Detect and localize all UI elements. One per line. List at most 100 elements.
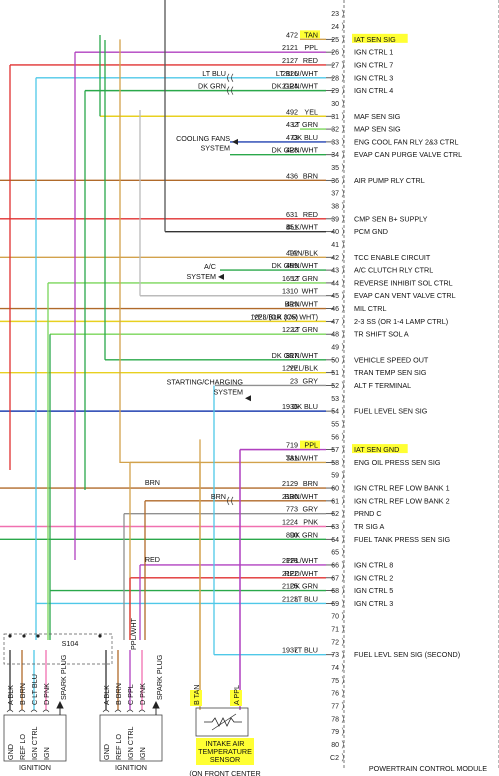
connector-notch xyxy=(341,676,344,685)
wire-color-label: BRN/WHT xyxy=(284,300,318,309)
wire-color-label: LT GRN xyxy=(292,120,318,129)
pin-number: 70 xyxy=(331,614,339,621)
splice-point xyxy=(36,634,40,638)
pin-number: 65 xyxy=(331,550,339,557)
pin-number: 36 xyxy=(331,178,339,185)
pin-number: 46 xyxy=(331,306,339,313)
pin-number: 53 xyxy=(331,396,339,403)
coil-pin-label: C LT BLU xyxy=(30,674,39,705)
wire-color-label: TAN xyxy=(304,30,318,39)
spark-plug-label: SPARK PLUG xyxy=(155,654,164,700)
pin-function-label: ALT F TERMINAL xyxy=(354,381,411,390)
pin-number: 61 xyxy=(331,498,339,505)
circuit-number: 472 xyxy=(286,30,298,39)
pin-function-label: 2-3 SS (OR 1-4 LAMP CTRL) xyxy=(354,317,448,326)
pin-function-label: A/C CLUTCH RLY CTRL xyxy=(354,266,433,275)
cooling-fans-system-label: SYSTEM xyxy=(200,144,230,153)
pin-number: 77 xyxy=(331,703,339,710)
wire-color-label: PPL xyxy=(304,441,318,450)
ignition-coil-title: IGNITION xyxy=(19,763,51,772)
connector-notch xyxy=(341,381,344,390)
connector-notch xyxy=(341,573,344,582)
iat-sensor-name: TEMPERATURE xyxy=(198,747,252,756)
pin-function-label: IGN CTRL 7 xyxy=(354,60,393,69)
connector-notch xyxy=(341,368,344,377)
iat-sensor-name: SENSOR xyxy=(210,755,240,764)
circuit-number: 2130 xyxy=(282,492,298,501)
coil-pin-label: D PNK xyxy=(138,683,147,705)
circuit-number: 428 xyxy=(286,146,298,155)
wire-color-label: YEL xyxy=(304,107,318,116)
connector-notch xyxy=(341,727,344,736)
coil-terminal-label: IGN CTRL xyxy=(126,726,135,760)
wire-color-label: PPL/WHT xyxy=(286,556,319,565)
pin-function-label: ENG COOL FAN RLY 2&3 CTRL xyxy=(354,137,459,146)
pin-number: 79 xyxy=(331,729,339,736)
iat-sensor-name: INTAKE AIR xyxy=(205,739,244,748)
iat-pin-b-label: B TAN xyxy=(192,684,201,705)
red-wire-label: RED xyxy=(145,555,160,564)
connector-notch xyxy=(341,112,344,121)
arrow-icon xyxy=(232,138,238,145)
pin-number: 76 xyxy=(331,691,339,698)
coil-pin-terminal xyxy=(6,709,14,713)
iat-sensor-box xyxy=(195,707,249,737)
connector-notch xyxy=(341,99,344,108)
highlight-layer xyxy=(300,30,408,454)
connector-notch xyxy=(341,471,344,480)
ac-label: A/C xyxy=(204,262,216,271)
pin-function-label: TR SIG A xyxy=(354,522,385,531)
pin-number: 35 xyxy=(331,165,339,172)
pin-function-label: IGN CTRL 8 xyxy=(354,560,393,569)
coil-pin-label: D PNK xyxy=(42,683,51,705)
wire-color-label: LT GRN xyxy=(292,325,318,334)
iat-signal-wire xyxy=(119,38,305,700)
spark-plug-label: SPARK PLUG xyxy=(59,654,68,700)
pin-function-label: FUEL LEVEL SEN SIG xyxy=(354,407,428,416)
pin-function-label: MAF SEN SIG xyxy=(354,112,401,121)
circuit-number: 331 xyxy=(286,453,298,462)
connector-notch xyxy=(341,394,344,403)
connector-notch xyxy=(341,9,344,18)
connector-notch xyxy=(341,47,344,57)
pin-function-label: PCM GND xyxy=(354,227,388,236)
pin-number: 42 xyxy=(331,255,339,262)
splice-point xyxy=(98,634,102,638)
pin-function-label: IGN CTRL 1 xyxy=(354,48,393,57)
splice-point xyxy=(8,634,12,638)
connector-notch xyxy=(341,176,344,185)
circuit-number: 2126 xyxy=(282,69,298,78)
pin-number: 28 xyxy=(331,75,339,82)
pin-function-label: IGN CTRL 2 xyxy=(354,573,393,582)
pin-label-highlight xyxy=(352,33,408,43)
circuit-number: 2123 xyxy=(282,594,298,603)
connector-notch xyxy=(341,317,344,326)
coil-terminal-label: GND xyxy=(102,744,111,760)
connector-notch xyxy=(341,560,344,570)
inline-connector xyxy=(227,86,234,95)
connector-notch xyxy=(341,278,344,288)
pin-label-highlight xyxy=(352,444,408,454)
connector-notch xyxy=(341,458,344,467)
coil-terminal-label: IGN xyxy=(138,747,147,760)
circuit-number: 2122 xyxy=(282,569,298,578)
module-boundary xyxy=(343,0,499,770)
wire-color-label: PPL xyxy=(304,43,318,52)
connector-notch xyxy=(341,701,344,711)
charging-label: STARTING/CHARGING xyxy=(167,377,244,386)
circuit-number: 2125 xyxy=(282,582,298,591)
inline-connector xyxy=(227,73,234,83)
circuit-number: 473 xyxy=(286,133,298,142)
iat-name-highlight xyxy=(196,738,254,765)
arrow-icon xyxy=(218,273,224,280)
circuit-number: 2127 xyxy=(282,56,298,65)
wire-color-label: PNK xyxy=(303,518,318,527)
pin-number: 71 xyxy=(331,627,339,634)
ppl-wht-wire-label: PPL/WHT xyxy=(129,617,138,650)
pin-function-label: IGN CTRL 3 xyxy=(354,73,393,82)
pin-function-label: IAT SEN SIG xyxy=(354,35,396,44)
connector-notch xyxy=(341,509,344,518)
circuit-number: 2121 xyxy=(282,43,298,52)
wire-color-label: BRN/WHT xyxy=(284,492,318,501)
